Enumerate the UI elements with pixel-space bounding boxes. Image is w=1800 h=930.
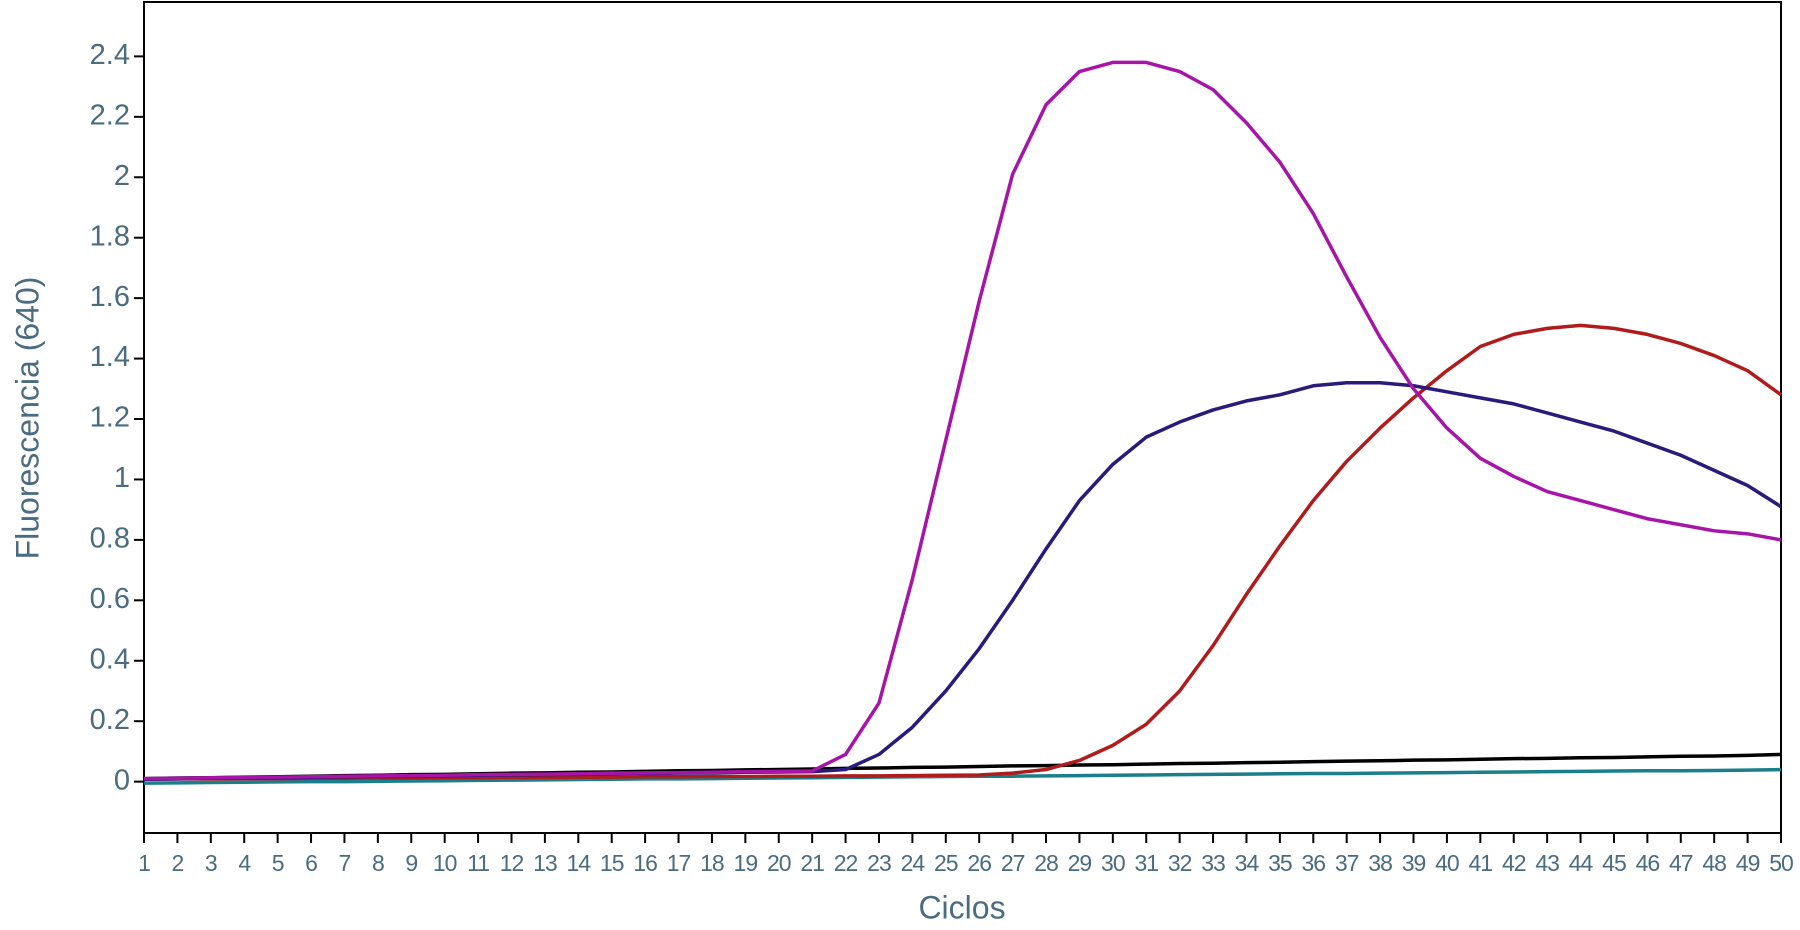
x-tick-label: 27 [1001,850,1025,876]
x-tick-label: 16 [633,850,657,876]
x-tick-label: 11 [467,850,489,876]
x-tick-label: 29 [1068,850,1092,876]
x-tick-label: 10 [433,850,457,876]
x-tick-label: 37 [1335,850,1359,876]
y-tick-label: 2.2 [90,99,130,131]
x-tick-label: 2 [172,850,184,876]
x-tick-label: 30 [1101,850,1125,876]
x-tick-label: 26 [967,850,991,876]
x-tick-label: 43 [1535,850,1559,876]
x-tick-label: 3 [205,850,217,876]
x-tick-label: 46 [1636,850,1660,876]
y-tick-label: 1 [114,462,130,494]
x-tick-label: 7 [339,850,351,876]
x-tick-label: 33 [1201,850,1225,876]
x-tick-label: 14 [567,850,592,876]
y-axis-label: Fluorescencia (640) [9,277,45,560]
x-tick-label: 1 [138,850,150,876]
x-tick-label: 13 [533,850,557,876]
y-tick-label: 0.2 [90,704,130,736]
x-tick-label: 47 [1669,850,1693,876]
x-tick-label: 19 [734,850,758,876]
x-tick-label: 23 [867,850,891,876]
x-tick-label: 35 [1268,850,1292,876]
y-tick-label: 0.6 [90,583,130,615]
x-tick-label: 25 [934,850,958,876]
x-tick-label: 4 [238,850,251,876]
x-tick-label: 39 [1402,850,1426,876]
x-tick-label: 21 [800,850,824,876]
x-tick-label: 22 [834,850,858,876]
x-tick-label: 24 [901,850,926,876]
x-tick-label: 40 [1435,850,1459,876]
series-line [143,380,1782,781]
x-tick-label: 41 [1469,850,1493,876]
x-tick-label: 45 [1602,850,1626,876]
plot-frame [143,1,1782,834]
x-tick-label: 20 [767,850,791,876]
x-tick-label: 32 [1168,850,1192,876]
x-tick-label: 8 [372,850,384,876]
x-tick-label: 6 [305,850,317,876]
y-tick-label: 1.8 [90,220,130,252]
x-axis-label: Ciclos [918,889,1005,925]
x-tick-label: 17 [667,850,691,876]
y-tick-label: 2 [114,160,130,192]
x-tick-label: 34 [1235,850,1260,876]
x-tick-label: 49 [1736,850,1760,876]
y-tick-label: 1.6 [90,281,130,313]
y-tick-label: 1.2 [90,402,130,434]
x-tick-label: 50 [1769,850,1793,876]
x-tick-label: 31 [1134,850,1158,876]
x-tick-label: 36 [1301,850,1325,876]
x-tick-label: 42 [1502,850,1526,876]
x-tick-label: 48 [1702,850,1726,876]
x-tick-label: 5 [272,850,284,876]
y-tick-label: 0 [114,764,130,796]
y-tick-label: 0.4 [90,643,130,675]
series-line [143,60,1782,781]
x-tick-label: 15 [600,850,624,876]
x-tick-label: 12 [500,850,524,876]
x-tick-label: 9 [405,850,417,876]
x-tick-label: 28 [1034,850,1058,876]
series-line [143,323,1783,781]
y-tick-label: 2.4 [90,39,130,71]
y-tick-label: 0.8 [90,523,130,555]
x-tick-label: 38 [1368,850,1392,876]
y-tick-label: 1.4 [90,341,130,373]
x-tick-label: 44 [1569,850,1594,876]
x-tick-label: 18 [700,850,724,876]
